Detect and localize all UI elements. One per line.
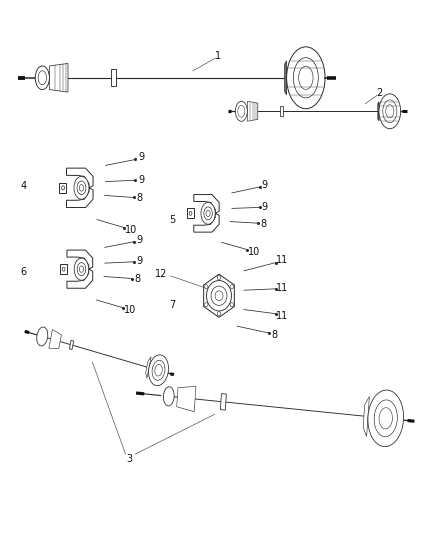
Text: 10: 10 <box>124 305 136 315</box>
Ellipse shape <box>374 400 397 437</box>
Text: 7: 7 <box>169 300 175 310</box>
Text: 8: 8 <box>261 219 267 229</box>
Ellipse shape <box>38 71 46 85</box>
Text: 3: 3 <box>127 455 133 464</box>
Ellipse shape <box>163 387 174 406</box>
Text: 8: 8 <box>135 274 141 284</box>
Ellipse shape <box>152 360 165 380</box>
Ellipse shape <box>299 66 313 90</box>
Text: 2: 2 <box>377 88 383 98</box>
Text: 6: 6 <box>21 267 27 277</box>
Ellipse shape <box>77 181 86 195</box>
Text: 9: 9 <box>136 256 142 266</box>
Text: 8: 8 <box>137 193 143 203</box>
Ellipse shape <box>79 266 84 272</box>
Polygon shape <box>285 61 286 95</box>
Text: 12: 12 <box>155 269 168 279</box>
Polygon shape <box>67 250 93 288</box>
Text: 9: 9 <box>138 152 144 163</box>
Polygon shape <box>67 168 93 207</box>
Ellipse shape <box>205 303 208 307</box>
Polygon shape <box>363 397 369 437</box>
Text: 11: 11 <box>276 283 289 293</box>
Polygon shape <box>177 386 196 411</box>
Text: 10: 10 <box>248 247 260 257</box>
Text: 9: 9 <box>262 202 268 212</box>
FancyBboxPatch shape <box>60 183 67 193</box>
Text: 5: 5 <box>169 215 175 225</box>
Polygon shape <box>204 274 234 317</box>
Ellipse shape <box>230 285 233 289</box>
Text: 4: 4 <box>21 181 27 191</box>
Polygon shape <box>146 357 151 378</box>
Polygon shape <box>220 394 226 410</box>
Text: 1: 1 <box>215 51 221 61</box>
Ellipse shape <box>217 276 221 280</box>
Ellipse shape <box>286 47 325 109</box>
Ellipse shape <box>62 185 64 190</box>
Ellipse shape <box>206 210 210 216</box>
FancyBboxPatch shape <box>280 107 283 116</box>
Ellipse shape <box>379 94 401 128</box>
FancyBboxPatch shape <box>111 69 116 86</box>
Ellipse shape <box>77 263 86 276</box>
Ellipse shape <box>206 280 232 311</box>
Text: 11: 11 <box>276 255 289 265</box>
Ellipse shape <box>211 286 227 305</box>
Ellipse shape <box>74 258 89 280</box>
Ellipse shape <box>79 184 84 191</box>
Ellipse shape <box>379 408 392 429</box>
Ellipse shape <box>205 285 208 289</box>
FancyBboxPatch shape <box>60 264 67 274</box>
Ellipse shape <box>383 100 397 123</box>
Text: 8: 8 <box>272 330 278 340</box>
Polygon shape <box>69 340 74 350</box>
Text: 11: 11 <box>276 311 289 321</box>
Polygon shape <box>247 101 258 122</box>
Ellipse shape <box>189 212 192 215</box>
Ellipse shape <box>230 303 233 307</box>
Ellipse shape <box>368 390 403 447</box>
Polygon shape <box>49 63 68 92</box>
Ellipse shape <box>155 365 162 376</box>
Ellipse shape <box>293 58 318 98</box>
Ellipse shape <box>62 267 65 271</box>
Ellipse shape <box>37 327 48 346</box>
Ellipse shape <box>35 66 49 90</box>
FancyBboxPatch shape <box>187 208 194 219</box>
Ellipse shape <box>148 355 169 386</box>
Polygon shape <box>49 329 61 349</box>
Text: 9: 9 <box>262 180 268 190</box>
Ellipse shape <box>215 291 223 301</box>
Text: 10: 10 <box>125 225 137 235</box>
Ellipse shape <box>238 106 245 117</box>
Text: 9: 9 <box>136 235 142 245</box>
Ellipse shape <box>204 207 212 220</box>
Polygon shape <box>378 102 379 121</box>
Ellipse shape <box>386 104 394 118</box>
Polygon shape <box>194 195 219 232</box>
Text: 9: 9 <box>138 174 144 184</box>
Ellipse shape <box>217 312 221 316</box>
Ellipse shape <box>235 101 247 122</box>
Ellipse shape <box>201 203 215 224</box>
Ellipse shape <box>74 176 89 199</box>
